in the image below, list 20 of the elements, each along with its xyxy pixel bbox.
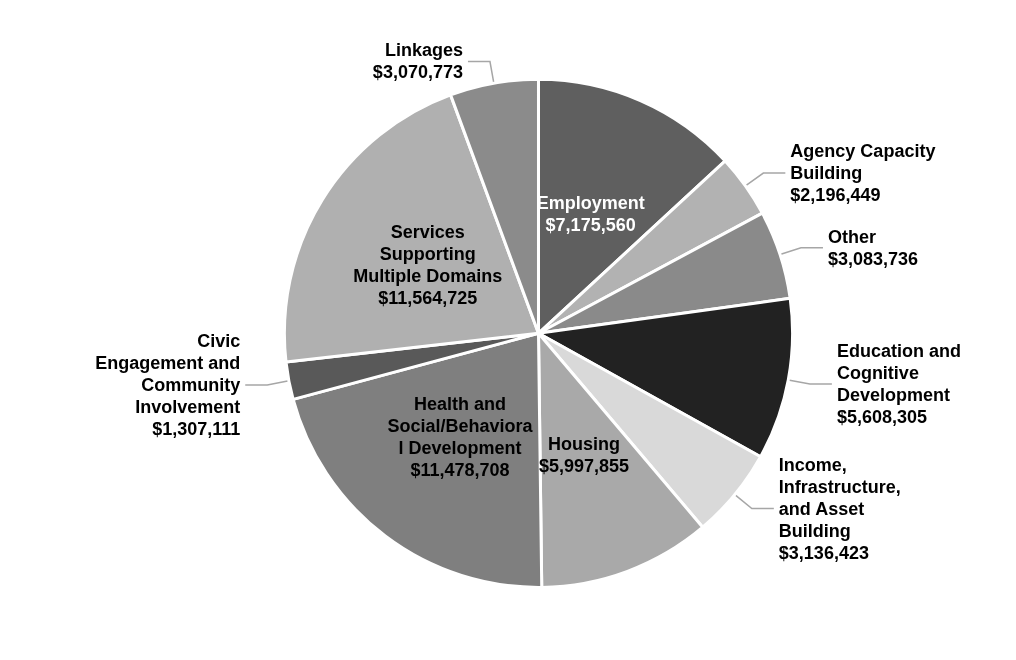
data-label: $3,083,736 [827, 248, 919, 269]
data-label: $5,608,305 [836, 406, 927, 427]
slice-label: Civic Engagement and Community Involvement [95, 330, 241, 417]
data-label: $1,307,111 [152, 418, 241, 439]
data-label: $2,196,449 [790, 185, 881, 206]
slice-label: Housing [548, 434, 621, 455]
slice-label: Services Supporting Multiple Domains [353, 222, 503, 287]
data-label: $3,070,773 [372, 62, 463, 83]
slice-label: Linkages [384, 40, 463, 61]
data-label: $11,564,725 [378, 288, 478, 309]
data-label: $7,175,560 [545, 215, 636, 236]
slice-label: Income, Infrastructure, and Asset Building [778, 454, 901, 541]
slice-label: Health and Social/Behaviora l Development [387, 394, 534, 459]
data-label: $3,136,423 [778, 542, 869, 563]
slice-label: Other [827, 226, 876, 247]
slice-label: Employment [536, 193, 645, 214]
slice-label: Education and Cognitive Development [836, 340, 961, 405]
slice-label: Agency Capacity Building [790, 141, 936, 184]
data-label: $5,997,855 [538, 456, 630, 477]
data-label: $11,478,708 [410, 460, 510, 481]
